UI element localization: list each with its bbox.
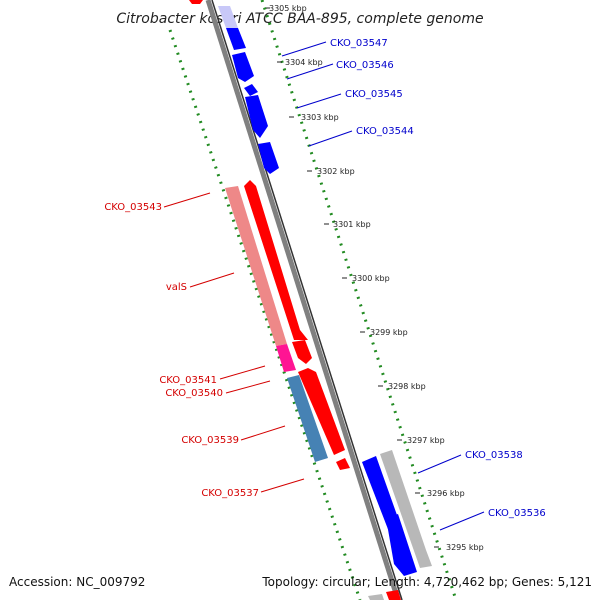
gene-CKO_03543 <box>244 180 308 340</box>
gene-label-CKO_03546[interactable]: CKO_03546 <box>286 60 394 80</box>
gene-label-CKO_03539[interactable]: CKO_03539 <box>181 425 286 446</box>
gene-CKO_03544-a <box>245 95 268 138</box>
gene-label-text: valS <box>166 282 187 293</box>
gene-label-text: CKO_03539 <box>181 435 239 446</box>
tick-3297: 3297 kbp <box>397 436 445 445</box>
gene-CKO_03536 <box>386 514 417 576</box>
tick-label: 3302 kbp <box>317 167 355 176</box>
gene-CKO_03545 <box>244 84 258 96</box>
gene-label-CKO_03538[interactable]: CKO_03538 <box>417 450 523 474</box>
gene-label-text: CKO_03540 <box>165 388 223 399</box>
gene-CKO_03538-gray <box>380 450 432 568</box>
gene-label-text: CKO_03544 <box>356 126 414 137</box>
gene-label-CKO_03547[interactable]: CKO_03547 <box>281 38 388 57</box>
gene-label-text: CKO_03547 <box>330 38 388 49</box>
gene-CKO_03541-red <box>298 368 345 455</box>
tick-label: 3297 kbp <box>407 436 445 445</box>
tick-label: 3305 kbp <box>269 4 307 13</box>
gene-label-CKO_03536[interactable]: CKO_03536 <box>439 508 546 531</box>
tick-label: 3300 kbp <box>352 274 390 283</box>
gene-label-text: CKO_03541 <box>159 375 217 386</box>
accession-text: Accession: NC_009792 <box>9 575 145 589</box>
gene-label-text: CKO_03545 <box>345 89 403 100</box>
gene-red-small-1 <box>292 340 312 364</box>
gene-CKO_03544-b <box>258 142 279 174</box>
gene-CKO_03546 <box>232 52 254 82</box>
backbone <box>205 0 401 600</box>
gene-partial-bottom-gray <box>368 594 384 600</box>
tick-3295: 3295 kbp <box>434 543 484 552</box>
gene-label-text: CKO_03543 <box>104 202 162 213</box>
genome-summary-text: Topology: circular; Length: 4,720,462 bp… <box>261 575 592 589</box>
gene-label-CKO_03545[interactable]: CKO_03545 <box>296 89 403 109</box>
tick-label: 3301 kbp <box>333 220 371 229</box>
tick-3305: 3305 kbp <box>266 4 307 13</box>
gene-label-CKO_03541[interactable]: CKO_03541 <box>159 365 266 386</box>
gene-partial-top-red <box>189 0 203 4</box>
tick-label: 3295 kbp <box>446 543 484 552</box>
tick-label: 3298 kbp <box>388 382 426 391</box>
tick-3301: 3301 kbp <box>324 220 371 229</box>
gene-label-text: CKO_03538 <box>465 450 523 461</box>
gene-label-text: CKO_03537 <box>201 488 259 499</box>
tick-3300: 3300 kbp <box>342 274 390 283</box>
tick-3304: 3304 kbp <box>277 58 323 67</box>
gene-label-text: CKO_03546 <box>336 60 394 71</box>
gene-CKO_03539 <box>287 375 328 462</box>
tick-label: 3299 kbp <box>370 328 408 337</box>
map-title: Citrobacter koseri ATCC BAA-895, complet… <box>116 11 483 27</box>
tick-3296: 3296 kbp <box>415 489 465 498</box>
tick-3303: 3303 kbp <box>289 113 339 122</box>
tick-label: 3304 kbp <box>285 58 323 67</box>
gene-label-CKO_03544[interactable]: CKO_03544 <box>308 126 414 147</box>
tick-group: 3305 kbp 3304 kbp 3303 kbp 3302 kbp 3301… <box>266 4 484 552</box>
backbone-shadow <box>211 0 403 600</box>
gene-label-text: CKO_03536 <box>488 508 546 519</box>
tick-3302: 3302 kbp <box>307 167 355 176</box>
gene-label-CKO_03537[interactable]: CKO_03537 <box>201 478 305 499</box>
gene-valS <box>225 186 287 346</box>
gene-label-CKO_03543[interactable]: CKO_03543 <box>104 192 211 213</box>
tick-3298: 3298 kbp <box>378 382 426 391</box>
gene-label-CKO_03540[interactable]: CKO_03540 <box>165 380 271 399</box>
gene-red-small-2 <box>336 458 350 470</box>
gene-CKO_03541 <box>276 344 296 372</box>
tick-3299: 3299 kbp <box>360 328 408 337</box>
tick-label: 3303 kbp <box>301 113 339 122</box>
gene-label-valS[interactable]: valS <box>166 272 235 293</box>
tick-label: 3296 kbp <box>427 489 465 498</box>
gene-partial-top-lavender <box>218 6 238 28</box>
gc-track-inner <box>260 0 458 600</box>
gene-CKO_03547 <box>226 28 246 50</box>
gene-partial-bottom-red <box>386 590 401 600</box>
